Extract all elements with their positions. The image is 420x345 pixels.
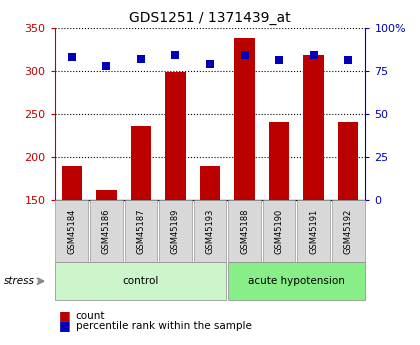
Bar <box>234 38 255 200</box>
Text: count: count <box>76 311 105 321</box>
Point <box>138 56 144 61</box>
Point <box>68 54 75 60</box>
Point <box>103 63 110 68</box>
Bar <box>338 122 359 200</box>
Point <box>241 52 248 58</box>
Text: GSM45190: GSM45190 <box>275 208 284 254</box>
Bar <box>200 166 221 200</box>
Title: GDS1251 / 1371439_at: GDS1251 / 1371439_at <box>129 11 291 25</box>
Point <box>207 61 213 67</box>
Text: GSM45184: GSM45184 <box>67 208 76 254</box>
Text: percentile rank within the sample: percentile rank within the sample <box>76 321 252 331</box>
Text: GSM45189: GSM45189 <box>171 208 180 254</box>
Text: GSM45188: GSM45188 <box>240 208 249 254</box>
Text: GSM45186: GSM45186 <box>102 208 111 254</box>
Point <box>172 52 179 58</box>
Point <box>310 52 317 58</box>
Text: control: control <box>123 276 159 286</box>
Bar <box>131 126 151 200</box>
Point <box>276 58 282 63</box>
Text: GSM45187: GSM45187 <box>136 208 145 254</box>
Text: ■: ■ <box>59 309 71 322</box>
Bar <box>96 190 117 200</box>
Text: ■: ■ <box>59 319 71 333</box>
Text: stress: stress <box>4 276 35 286</box>
Bar <box>303 55 324 200</box>
Point <box>345 58 352 63</box>
Text: acute hypotension: acute hypotension <box>248 276 345 286</box>
Bar <box>269 122 289 200</box>
Text: GSM45192: GSM45192 <box>344 208 353 254</box>
Text: GSM45193: GSM45193 <box>205 208 215 254</box>
Text: GSM45191: GSM45191 <box>309 208 318 254</box>
Bar <box>165 72 186 200</box>
Bar <box>61 166 82 200</box>
